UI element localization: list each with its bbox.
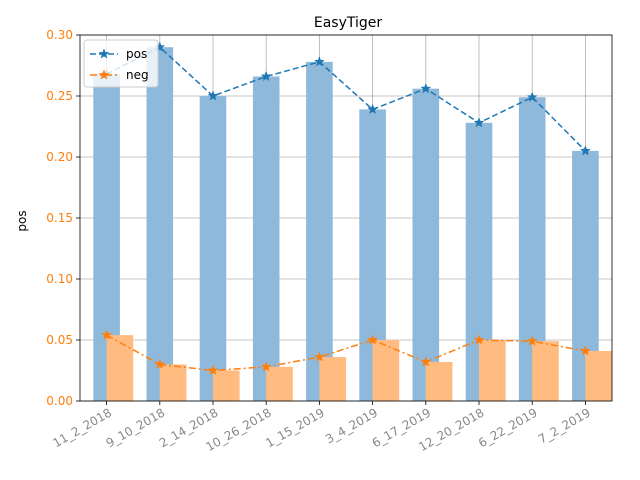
bar-neg — [479, 340, 506, 401]
chart-title: EasyTiger — [314, 15, 383, 31]
marker-neg — [154, 358, 166, 370]
marker-neg — [207, 364, 219, 376]
bar-neg — [213, 370, 240, 401]
marker-pos — [526, 91, 538, 102]
legend: pos neg — [83, 39, 159, 88]
bar-neg — [159, 364, 187, 401]
bar-pos — [146, 47, 174, 401]
bar-neg — [585, 350, 612, 401]
series-line-pos — [106, 46, 586, 152]
marker-pos — [420, 82, 432, 94]
bar-neg — [106, 335, 134, 401]
marker-neg — [313, 351, 325, 362]
marker-neg — [260, 361, 272, 372]
y-tick-label: 0.15 — [46, 211, 73, 225]
legend-label-pos: pos — [126, 47, 147, 61]
bar-neg — [372, 340, 400, 401]
marker-neg — [579, 345, 591, 356]
legend-marker-pos — [98, 48, 110, 59]
marker-neg — [420, 356, 432, 367]
bars — [93, 47, 612, 402]
marker-pos — [367, 103, 379, 115]
marker-pos — [579, 145, 591, 156]
bar-pos — [412, 88, 440, 402]
marker-pos — [313, 56, 325, 67]
bar-pos — [306, 61, 333, 402]
y-tick-label: 0.10 — [46, 272, 73, 286]
bar-pos — [252, 76, 280, 401]
y-tick-label: 0.25 — [46, 89, 73, 103]
legend-marker-neg — [98, 69, 110, 80]
bar-neg — [425, 361, 453, 401]
y-tick-label: 0.00 — [46, 394, 73, 408]
y-tick-label: 0.05 — [46, 333, 73, 347]
marker-neg — [526, 335, 538, 346]
y-axis-label: pos — [15, 210, 29, 231]
legend-label-neg: neg — [126, 68, 149, 82]
y-tick-label: 0.30 — [46, 28, 73, 42]
marker-neg — [101, 329, 113, 340]
bar-pos — [199, 96, 227, 401]
marker-pos — [260, 70, 272, 82]
bar-neg — [266, 366, 293, 401]
marker-pos — [207, 90, 219, 101]
bar-neg — [319, 357, 346, 401]
marker-pos — [473, 117, 485, 128]
bar-neg — [532, 341, 559, 401]
marker-neg — [367, 334, 379, 345]
y-tick-label: 0.20 — [46, 150, 73, 164]
marker-neg — [473, 334, 485, 345]
plot-frame — [79, 34, 613, 402]
